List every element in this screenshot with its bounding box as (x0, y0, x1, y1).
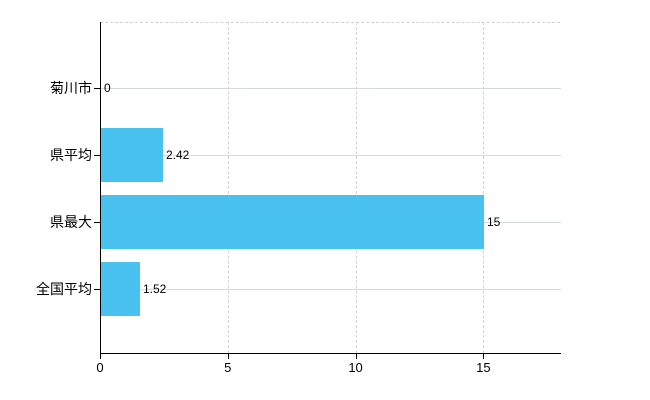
x-axis-line (100, 353, 561, 354)
bar (101, 195, 484, 249)
x-tick-label: 0 (96, 360, 104, 375)
x-tick-mark (227, 353, 229, 359)
bar (101, 262, 140, 316)
x-tick-mark (483, 353, 485, 359)
y-tick-mark (94, 155, 100, 156)
value-label: 15 (487, 215, 501, 229)
x-tick-label: 15 (476, 360, 491, 375)
plot-top-border (100, 22, 560, 23)
category-label: 県最大 (50, 214, 92, 230)
category-label: 県平均 (50, 147, 92, 163)
row-gridline (101, 155, 561, 156)
vertical-gridline (227, 22, 229, 353)
y-tick-mark (94, 222, 100, 223)
category-label: 全国平均 (36, 281, 92, 297)
y-tick-mark (94, 88, 100, 89)
y-tick-mark (94, 289, 100, 290)
bar (101, 128, 163, 182)
x-tick-mark (100, 353, 101, 359)
value-label: 1.52 (143, 282, 167, 296)
value-label: 2.42 (166, 148, 190, 162)
category-label: 菊川市 (50, 80, 92, 96)
row-gridline (101, 289, 561, 290)
vertical-gridline (483, 22, 485, 353)
x-tick-label: 5 (224, 360, 232, 375)
x-tick-mark (355, 353, 357, 359)
value-label: 0 (104, 81, 111, 95)
vertical-gridline (355, 22, 357, 353)
row-gridline (101, 88, 561, 89)
x-tick-label: 10 (348, 360, 363, 375)
y-axis-line (100, 22, 101, 353)
